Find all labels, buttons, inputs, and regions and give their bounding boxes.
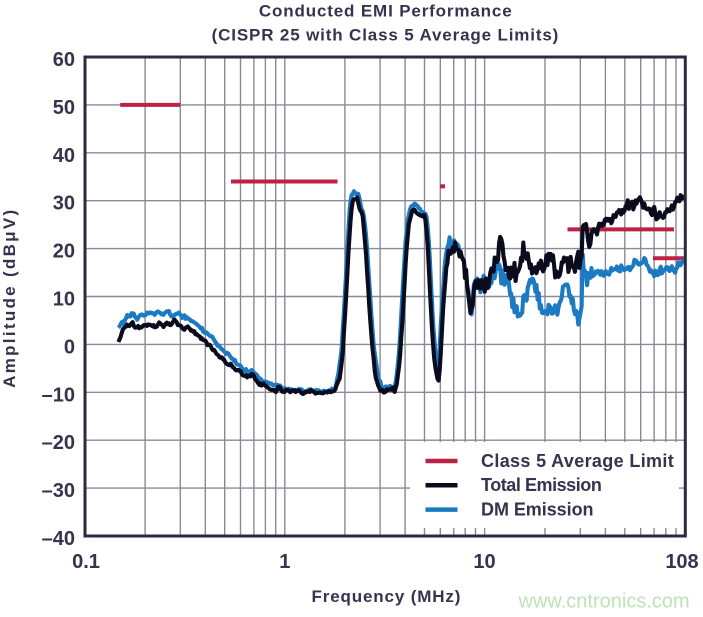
svg-text:DM Emission: DM Emission: [481, 499, 593, 519]
svg-text:Class 5 Average Limit: Class 5 Average Limit: [481, 451, 674, 471]
svg-text:Total Emission: Total Emission: [481, 475, 601, 495]
svg-text:108: 108: [665, 551, 698, 573]
svg-text:40: 40: [53, 145, 75, 167]
svg-text:10: 10: [473, 551, 495, 573]
svg-text:–10: –10: [42, 384, 75, 406]
svg-text:Conducted EMI Performance: Conducted EMI Performance: [259, 2, 513, 21]
svg-text:–30: –30: [42, 480, 75, 502]
svg-text:20: 20: [53, 241, 75, 263]
svg-text:1: 1: [279, 551, 290, 573]
svg-text:30: 30: [53, 193, 75, 215]
svg-text:Frequency (MHz): Frequency (MHz): [312, 587, 462, 606]
svg-text:0.1: 0.1: [72, 551, 100, 573]
svg-text:–40: –40: [42, 528, 75, 550]
svg-text:50: 50: [53, 97, 75, 119]
svg-text:–20: –20: [42, 432, 75, 454]
svg-text:0: 0: [64, 336, 75, 358]
svg-text:(CISPR 25 with Class 5 Average: (CISPR 25 with Class 5 Average Limits): [212, 26, 560, 45]
svg-text:www.cntronics.com: www.cntronics.com: [518, 591, 690, 613]
svg-text:10: 10: [53, 289, 75, 311]
svg-text:60: 60: [53, 49, 75, 71]
svg-text:Amplitude (dBμV): Amplitude (dBμV): [0, 208, 19, 388]
